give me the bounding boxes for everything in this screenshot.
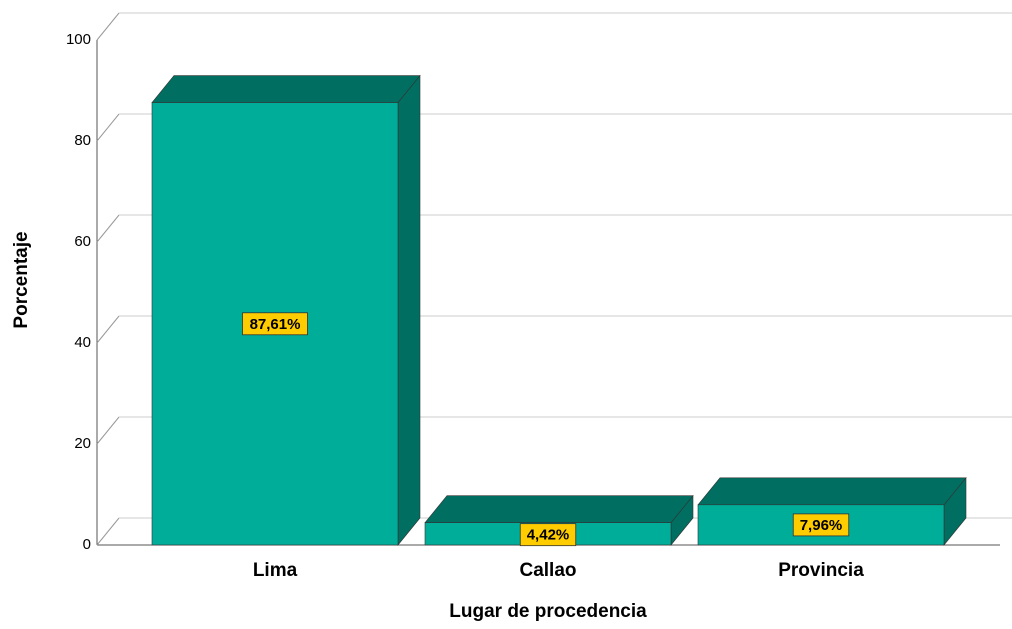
x-tick-label: Lima xyxy=(253,560,298,581)
tick-mark xyxy=(96,12,120,41)
value-label: 7,96% xyxy=(800,517,843,534)
x-tick-label: Callao xyxy=(519,560,576,581)
x-tick-label: Provincia xyxy=(778,560,864,581)
y-axis-label: Porcentaje xyxy=(11,231,32,328)
bar-top xyxy=(151,75,421,103)
tick-mark xyxy=(96,113,120,142)
value-label-box xyxy=(792,513,850,537)
value-label: 4,42% xyxy=(527,527,570,544)
x-axis-label: Lugar de procedencia xyxy=(449,601,647,622)
bar-top xyxy=(424,495,694,523)
y-tick-label: 20 xyxy=(74,435,91,452)
bar-top xyxy=(697,477,967,506)
y-tick-label: 80 xyxy=(74,132,91,149)
value-label-box xyxy=(242,312,308,336)
bar-side xyxy=(397,74,421,546)
y-tick-label: 100 xyxy=(66,31,91,48)
value-label-box xyxy=(519,523,577,547)
tick-mark xyxy=(96,315,120,344)
tick-mark xyxy=(96,416,120,445)
tick-mark xyxy=(96,517,120,546)
y-tick-label: 60 xyxy=(74,233,91,250)
y-tick-label: 0 xyxy=(83,536,91,553)
tick-mark xyxy=(96,214,120,243)
y-tick-label: 40 xyxy=(74,334,91,351)
value-label: 87,61% xyxy=(250,316,301,333)
